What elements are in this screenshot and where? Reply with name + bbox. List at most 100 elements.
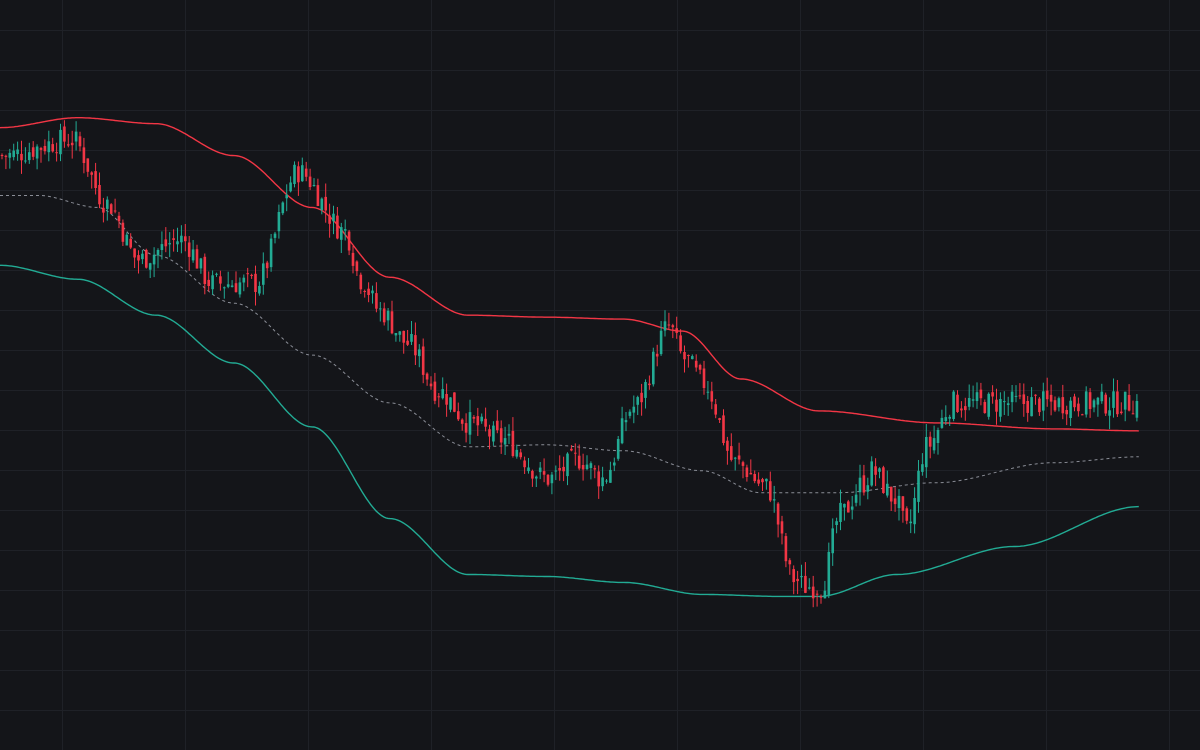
candle-body-down xyxy=(1049,394,1053,402)
candle-body-down xyxy=(98,185,101,205)
candle-body-down xyxy=(1120,411,1123,414)
candle-body-up xyxy=(156,250,160,256)
candle-body-down xyxy=(928,436,932,447)
candle-body-down xyxy=(488,429,491,437)
candle-body-up xyxy=(839,502,842,522)
candle-body-up xyxy=(550,474,554,484)
candle-body-up xyxy=(191,249,195,261)
candle-body-down xyxy=(1073,396,1076,408)
candle-body-up xyxy=(47,141,51,153)
candle-body-up xyxy=(24,160,27,162)
candle-body-down xyxy=(1034,394,1037,396)
candle-body-down xyxy=(145,249,148,268)
candle-body-down xyxy=(1077,403,1080,412)
candle-body-down xyxy=(1081,414,1084,416)
candle-body-up xyxy=(16,149,19,155)
candle-body-up xyxy=(176,241,179,245)
candle-body-down xyxy=(460,419,464,424)
candle-body-up xyxy=(823,590,827,599)
candle-body-down xyxy=(862,475,866,493)
candle-body-up xyxy=(921,464,924,472)
candle-body-down xyxy=(655,353,659,357)
candle-body-up xyxy=(379,308,382,310)
candle-body-up xyxy=(632,406,636,413)
candle-body-up xyxy=(644,382,647,398)
candle-body-up xyxy=(932,438,936,451)
candle-body-up xyxy=(975,392,979,401)
candle-body-down xyxy=(63,126,66,142)
candle-body-up xyxy=(913,498,916,525)
candle-body-up xyxy=(74,131,78,142)
candle-body-up xyxy=(28,152,31,161)
candle-body-up xyxy=(285,194,288,199)
candle-body-down xyxy=(531,470,534,479)
candle-body-up xyxy=(1135,401,1139,418)
candle-body-down xyxy=(254,273,257,292)
candle-body-down xyxy=(355,261,359,272)
candle-body-down xyxy=(710,391,714,402)
candle-body-down xyxy=(679,335,682,352)
candle-body-down xyxy=(406,340,409,345)
candle-body-down xyxy=(667,324,671,326)
candle-body-up xyxy=(835,521,838,525)
candle-body-down xyxy=(1026,401,1029,413)
candle-body-down xyxy=(499,428,503,443)
candle-body-down xyxy=(246,273,249,275)
lower-band-line xyxy=(0,264,1139,598)
candle-body-down xyxy=(484,418,487,427)
candle-body-down xyxy=(745,467,749,477)
candle-body-down xyxy=(219,276,222,284)
candle-body-up xyxy=(691,356,694,360)
candle-body-down xyxy=(375,293,378,309)
candle-body-up xyxy=(180,235,183,243)
candle-body-down xyxy=(113,210,117,212)
candle-body-down xyxy=(882,467,885,493)
candle-body-down xyxy=(581,465,585,470)
candle-body-down xyxy=(203,256,207,284)
candle-body-down xyxy=(893,498,897,505)
candle-body-up xyxy=(1010,391,1014,403)
candle-body-up xyxy=(886,483,889,496)
candle-body-up xyxy=(663,321,667,331)
candle-body-down xyxy=(464,423,468,433)
candle-body-up xyxy=(277,212,281,232)
candle-body-up xyxy=(843,503,846,508)
candle-body-up xyxy=(492,425,495,442)
candle-body-up xyxy=(468,412,472,435)
candle-body-down xyxy=(1061,397,1065,414)
candle-body-up xyxy=(624,420,628,423)
candle-body-down xyxy=(195,249,199,269)
candle-body-down xyxy=(172,238,175,240)
candle-body-down xyxy=(702,368,706,388)
candle-body-down xyxy=(901,496,905,511)
candle-body-up xyxy=(897,495,901,509)
candle-body-down xyxy=(453,392,456,412)
candle-body-up xyxy=(242,277,246,283)
candle-body-up xyxy=(386,310,390,321)
candle-body-up xyxy=(808,587,811,589)
candle-body-up xyxy=(441,389,444,399)
candle-body-up xyxy=(507,433,511,436)
candle-body-up xyxy=(535,476,538,479)
candle-body-down xyxy=(597,471,600,487)
candle-body-up xyxy=(168,243,171,245)
candle-body-up xyxy=(258,286,261,294)
candle-body-down xyxy=(1022,394,1026,404)
candle-body-down xyxy=(753,474,756,482)
candle-body-down xyxy=(722,415,725,443)
candle-body-up xyxy=(152,254,156,265)
candle-body-up xyxy=(538,467,542,473)
candle-body-down xyxy=(889,486,893,502)
candle-body-up xyxy=(733,457,737,459)
candle-body-up xyxy=(223,287,226,289)
candle-body-down xyxy=(815,593,819,595)
candle-body-down xyxy=(328,215,331,224)
candle-body-down xyxy=(737,455,741,460)
candle-body-down xyxy=(207,279,210,286)
candle-body-up xyxy=(1096,397,1100,405)
candle-body-up xyxy=(1084,391,1088,415)
candle-body-down xyxy=(648,383,651,386)
candle-body-up xyxy=(211,275,214,290)
candle-body-up xyxy=(449,397,452,410)
candle-body-up xyxy=(605,480,608,482)
